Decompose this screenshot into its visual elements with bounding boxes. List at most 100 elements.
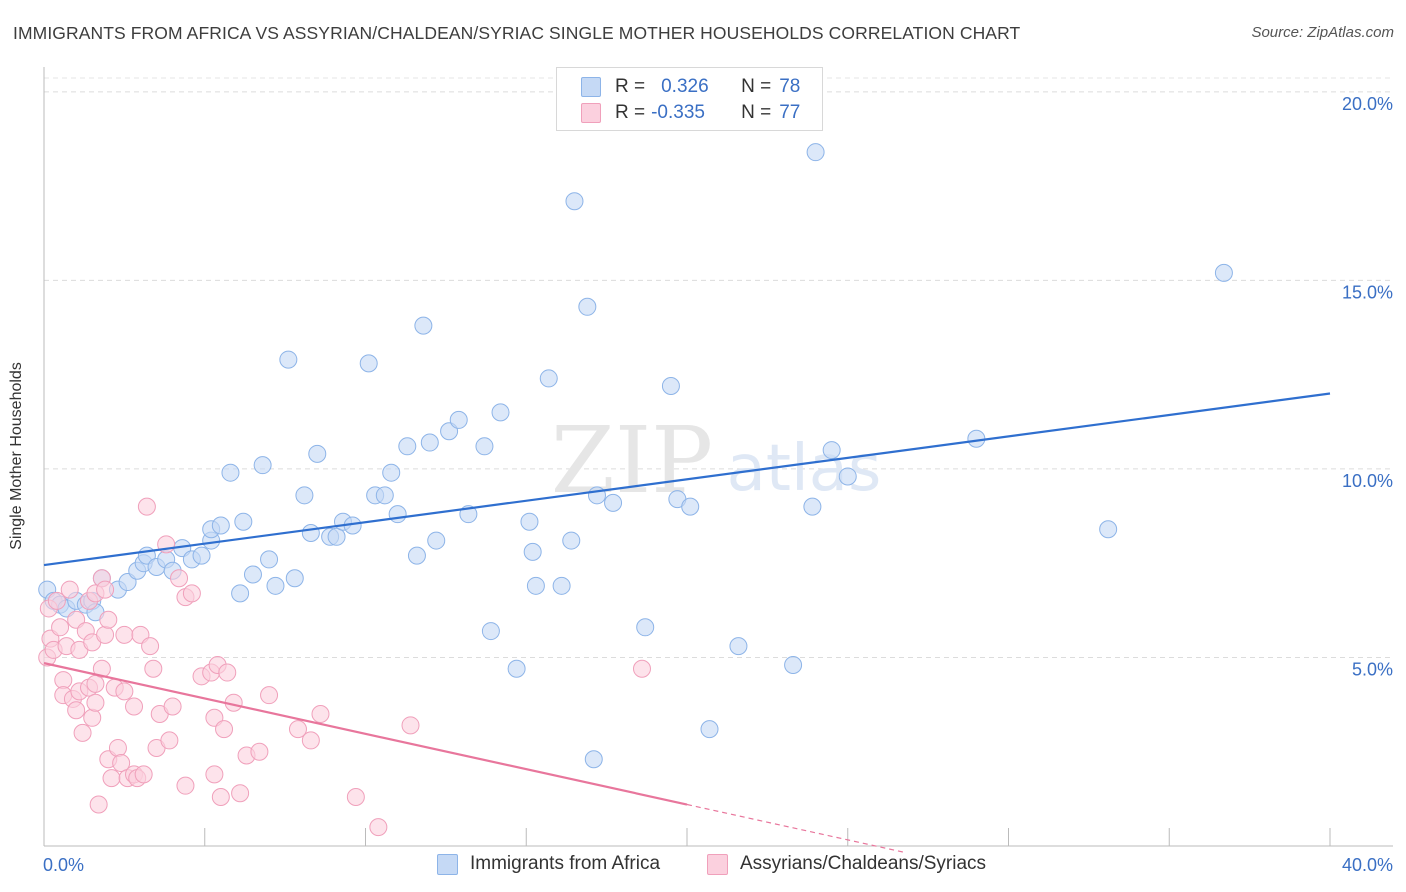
data-point [475,437,494,456]
data-point [163,697,182,716]
data-point [141,637,160,656]
data-point [60,580,79,599]
data-point [112,754,131,773]
data-point [526,576,545,595]
bottom-legend-label: Immigrants from Africa [470,853,661,874]
data-point [205,765,224,784]
legend-swatch-africa [581,77,601,97]
correlation-legend: R = 0.326 N = 78 R = -0.335 N = 77 [556,67,823,131]
data-point [89,795,108,814]
data-point [115,682,134,701]
data-point [170,569,189,588]
legend-r-key: R = [615,102,646,123]
data-point [578,297,597,316]
data-point [260,550,279,569]
data-point [838,467,857,486]
data-point [507,659,526,678]
data-point [137,497,156,516]
data-point [285,569,304,588]
data-point [211,787,230,806]
data-point [243,565,262,584]
data-point [125,697,144,716]
data-point [520,512,539,531]
series-assyrians [38,497,651,837]
series-africa [38,143,1233,769]
data-point [54,671,73,690]
data-point [369,818,388,837]
trend-line-assyrians [43,662,688,806]
data-point [552,576,571,595]
legend-n-key: N = [741,76,772,97]
data-point [218,663,237,682]
legend-n-value: 77 [779,102,801,123]
source-label: Source: ZipAtlas.com [1251,24,1394,41]
data-point [636,618,655,637]
data-point [375,486,394,505]
legend-n-value: 78 [779,76,801,97]
data-point [176,776,195,795]
data-point [398,437,417,456]
data-point [1214,263,1233,282]
data-point [51,618,70,637]
bottom-legend-swatch-africa [437,853,458,875]
data-point [523,542,542,561]
watermark: ZIP atlas [551,407,881,514]
watermark-atlas: atlas [727,432,882,506]
data-point [234,512,253,531]
data-point [134,765,153,784]
data-point [359,354,378,373]
data-point [221,463,240,482]
data-point [115,625,134,644]
data-point [182,584,201,603]
data-point [86,693,105,712]
data-point [401,716,420,735]
data-point [784,656,803,675]
y-tick-label: 20.0% [1342,94,1393,114]
data-point [822,441,841,460]
data-point [414,316,433,335]
data-point [562,531,581,550]
data-point [604,493,623,512]
data-point [681,497,700,516]
bottom-legend-swatch-assyrians [707,853,728,875]
data-point [327,527,346,546]
data-point [160,731,179,750]
data-point [481,622,500,641]
data-point [388,505,407,524]
data-point [215,720,234,739]
trend-line-africa [43,392,1331,567]
legend-row-assyrians: R = -0.335 N = 77 [581,101,800,125]
data-point [253,456,272,475]
data-point [99,610,118,629]
trend-line-extension [686,803,906,854]
data-point [491,403,510,422]
data-point [565,192,584,211]
data-point [308,444,327,463]
y-tick-label: 5.0% [1352,659,1393,679]
chart-title: IMMIGRANTS FROM AFRICA VS ASSYRIAN/CHALD… [13,23,1021,43]
data-point [96,580,115,599]
x-tick-label: 40.0% [1342,855,1393,875]
data-point [211,516,230,535]
data-point [1099,520,1118,539]
bottom-legend-label: Assyrians/Chaldeans/Syriacs [740,853,987,874]
data-point [803,497,822,516]
data-point [192,546,211,565]
y-tick-label: 15.0% [1342,282,1393,302]
data-point [311,705,330,724]
data-point [301,731,320,750]
data-point [382,463,401,482]
data-point [539,369,558,388]
data-point [288,720,307,739]
data-point [700,720,719,739]
data-point [301,524,320,543]
axes [43,67,1393,847]
data-point [266,576,285,595]
data-point [584,750,603,769]
data-point [661,376,680,395]
data-point [83,708,102,727]
data-point [73,723,92,742]
data-point [231,584,250,603]
data-point [96,625,115,644]
